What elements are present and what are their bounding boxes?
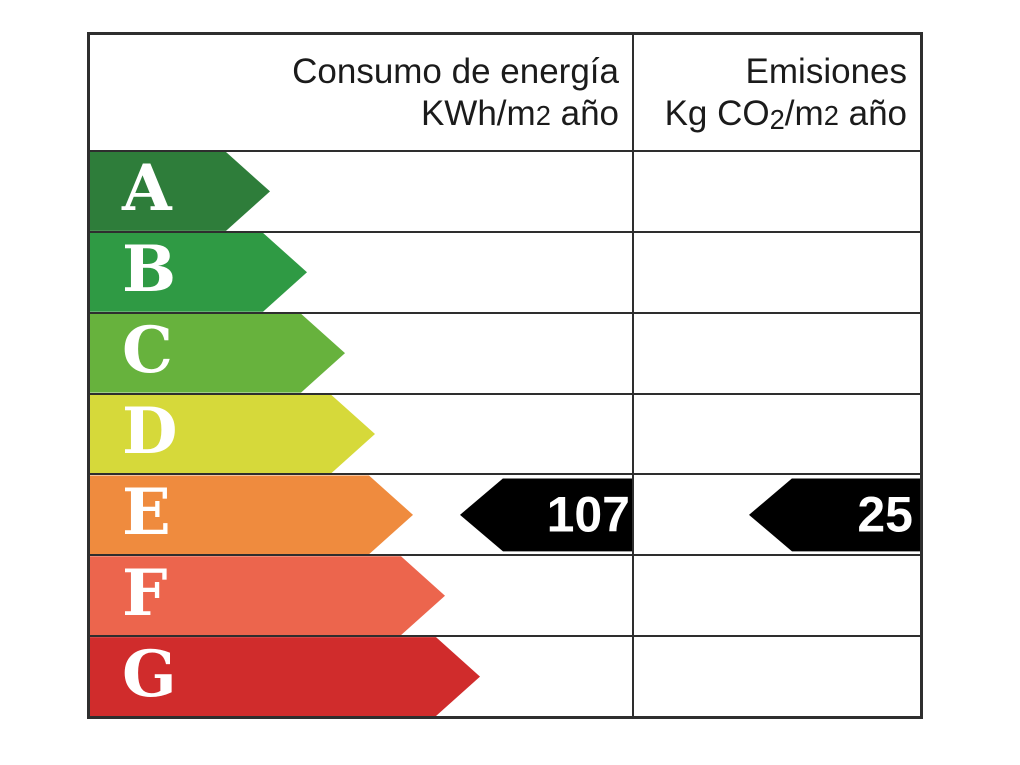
rating-cell-g: G	[90, 637, 634, 717]
rating-row-e: E 107 25	[90, 473, 920, 555]
rating-cell-c: C	[90, 313, 634, 393]
consumption-header-line1: Consumo de energía	[292, 52, 619, 92]
rating-letter: C	[122, 313, 173, 389]
rating-rows: A B C D	[90, 150, 920, 717]
rating-row-b: B	[90, 230, 920, 312]
rating-row-c: C	[90, 311, 920, 393]
rating-row-a: A	[90, 150, 920, 231]
emissions-value: 25	[857, 486, 913, 543]
energy-rating-table: Consumo de energía KWh/m2 año Emisiones …	[87, 32, 923, 719]
rating-row-f: F	[90, 554, 920, 636]
emissions-cell-d	[634, 395, 920, 474]
consumption-value: 107	[546, 486, 630, 543]
rating-letter: E	[122, 474, 171, 550]
consumption-header: Consumo de energía KWh/m2 año	[90, 35, 634, 150]
rating-letter: G	[122, 636, 177, 712]
rating-letter: F	[122, 555, 168, 631]
rating-arrow-c-icon: C	[90, 314, 345, 393]
rating-row-d: D	[90, 392, 920, 474]
rating-arrow-e-icon: E	[90, 475, 413, 554]
emissions-cell-c	[634, 314, 920, 393]
rating-arrow-g-icon: G	[90, 637, 480, 716]
rating-arrow-d-icon: D	[90, 395, 375, 474]
rating-cell-d: D	[90, 394, 634, 474]
consumption-header-line2: KWh/m2 año	[420, 93, 619, 133]
emissions-header: Emisiones Kg CO2/m2 año	[634, 35, 920, 150]
rating-letter: B	[122, 232, 177, 308]
emissions-cell-a	[634, 152, 920, 231]
emissions-cell-g	[634, 637, 920, 716]
table-header: Consumo de energía KWh/m2 año Emisiones …	[90, 35, 920, 150]
rating-letter: D	[122, 394, 178, 469]
rating-arrow-b-icon: B	[90, 233, 307, 312]
emissions-header-line2: Kg CO2/m2 año	[664, 93, 907, 136]
emissions-header-line1: Emisiones	[745, 52, 907, 92]
rating-letter: A	[122, 151, 172, 227]
rating-cell-f: F	[90, 556, 634, 636]
emissions-value-arrow-icon: 25	[749, 478, 920, 552]
rating-cell-a: A	[90, 152, 634, 231]
rating-cell-b: B	[90, 232, 634, 312]
emissions-cell-f	[634, 556, 920, 635]
consumption-value-arrow-icon: 107	[460, 478, 632, 552]
emissions-cell-e: 25	[634, 475, 920, 554]
rating-arrow-a-icon: A	[90, 152, 270, 231]
rating-cell-e: E 107	[90, 475, 634, 555]
rating-arrow-f-icon: F	[90, 556, 445, 635]
emissions-cell-b	[634, 233, 920, 312]
rating-row-g: G	[90, 635, 920, 717]
